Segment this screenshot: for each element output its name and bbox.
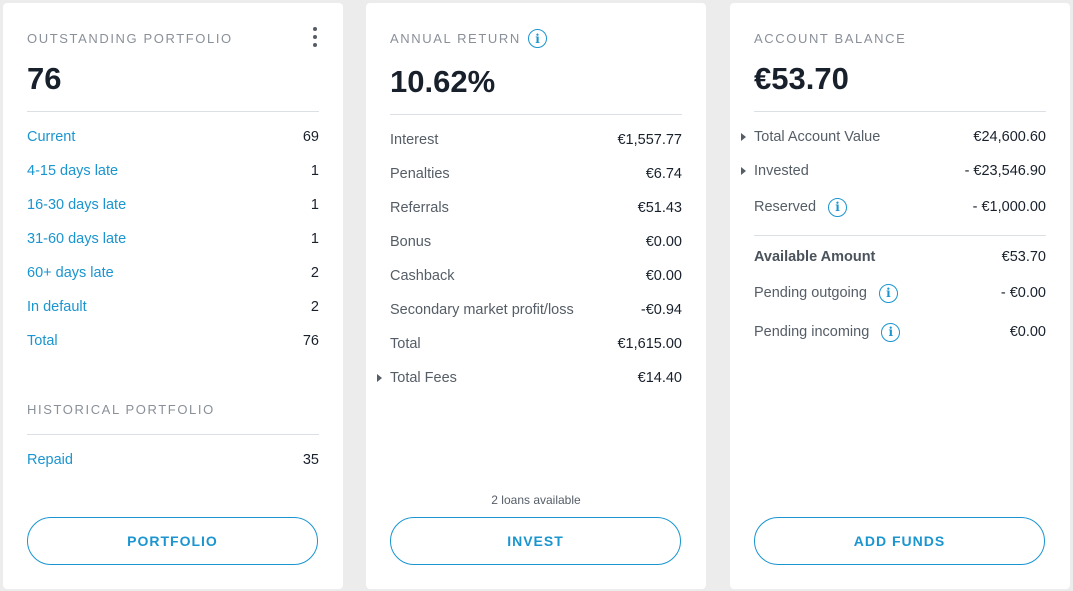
row-label: Available Amount bbox=[754, 249, 876, 265]
outstanding-portfolio-title: OUTSTANDING PORTFOLIO bbox=[27, 31, 233, 46]
portfolio-row-16-30-days-late[interactable]: 16-30 days late 1 bbox=[27, 194, 319, 216]
balance-row-pending-outgoing: Pending outgoing i - €0.00 bbox=[754, 282, 1046, 304]
row-label: Cashback bbox=[390, 268, 455, 284]
row-value: 35 bbox=[302, 452, 319, 468]
caret-right-icon[interactable] bbox=[741, 167, 746, 175]
annual-return-card: ANNUAL RETURN i 10.62% Interest €1,557.7… bbox=[366, 3, 706, 589]
return-row-interest: Interest €1,557.77 bbox=[390, 129, 682, 151]
info-icon[interactable]: i bbox=[878, 283, 898, 303]
row-label-text: Reserved bbox=[754, 199, 817, 215]
row-label-text: Pending outgoing bbox=[754, 285, 867, 301]
row-value: 2 bbox=[310, 265, 319, 281]
row-label[interactable]: Total bbox=[27, 333, 58, 349]
caret-right-icon[interactable] bbox=[377, 374, 382, 382]
return-row-total-fees[interactable]: Total Fees €14.40 bbox=[377, 367, 682, 389]
balance-row-available-amount: Available Amount €53.70 bbox=[754, 246, 1046, 268]
row-value: €14.40 bbox=[637, 370, 682, 386]
balance-row-invested[interactable]: Invested - €23,546.90 bbox=[741, 160, 1046, 182]
row-label[interactable]: 4-15 days late bbox=[27, 163, 119, 179]
portfolio-row-total[interactable]: Total 76 bbox=[27, 330, 319, 352]
row-value: €53.70 bbox=[1001, 249, 1046, 265]
row-value: - €0.00 bbox=[1000, 285, 1046, 301]
return-row-total: Total €1,615.00 bbox=[390, 333, 682, 355]
row-value: - €23,546.90 bbox=[964, 163, 1046, 179]
portfolio-row-in-default[interactable]: In default 2 bbox=[27, 296, 319, 318]
info-icon[interactable]: i bbox=[528, 29, 547, 48]
row-value: 76 bbox=[302, 333, 319, 349]
return-row-secondary-market: Secondary market profit/loss -€0.94 bbox=[390, 299, 682, 321]
caret-right-icon[interactable] bbox=[741, 133, 746, 141]
row-value: €0.00 bbox=[1009, 324, 1046, 340]
row-label[interactable]: Total Account Value bbox=[741, 129, 881, 145]
row-value: 1 bbox=[310, 197, 319, 213]
row-value: €1,557.77 bbox=[617, 132, 682, 148]
portfolio-row-4-15-days-late[interactable]: 4-15 days late 1 bbox=[27, 160, 319, 182]
balance-row-total-account-value[interactable]: Total Account Value €24,600.60 bbox=[741, 126, 1046, 148]
return-row-penalties: Penalties €6.74 bbox=[390, 163, 682, 185]
row-label[interactable]: Invested bbox=[741, 163, 809, 179]
row-value: 2 bbox=[310, 299, 319, 315]
return-row-bonus: Bonus €0.00 bbox=[390, 231, 682, 253]
return-row-cashback: Cashback €0.00 bbox=[390, 265, 682, 287]
loans-available-note: 2 loans available bbox=[491, 493, 581, 507]
annual-return-value: 10.62% bbox=[390, 64, 496, 99]
portfolio-button[interactable]: PORTFOLIO bbox=[27, 517, 318, 565]
row-label: Pending outgoing i bbox=[754, 283, 898, 303]
add-funds-button[interactable]: ADD FUNDS bbox=[754, 517, 1045, 565]
row-label: Reserved i bbox=[754, 197, 848, 217]
divider bbox=[754, 111, 1046, 112]
portfolio-row-repaid[interactable]: Repaid 35 bbox=[27, 449, 319, 471]
row-label[interactable]: 31-60 days late bbox=[27, 231, 127, 247]
balance-row-reserved: Reserved i - €1,000.00 bbox=[754, 196, 1046, 218]
row-label: Pending incoming i bbox=[754, 322, 901, 342]
info-icon[interactable]: i bbox=[881, 322, 901, 342]
row-label[interactable]: Repaid bbox=[27, 452, 73, 468]
row-label-text[interactable]: Total Account Value bbox=[754, 129, 881, 145]
row-label[interactable]: In default bbox=[27, 299, 87, 315]
portfolio-row-31-60-days-late[interactable]: 31-60 days late 1 bbox=[27, 228, 319, 250]
balance-row-pending-incoming: Pending incoming i €0.00 bbox=[754, 321, 1046, 343]
divider bbox=[390, 114, 682, 115]
row-label-text[interactable]: Invested bbox=[754, 163, 809, 179]
row-label: Total bbox=[390, 336, 421, 352]
row-label[interactable]: 60+ days late bbox=[27, 265, 114, 281]
row-value: 69 bbox=[302, 129, 319, 145]
row-label[interactable]: Total Fees bbox=[377, 370, 457, 386]
row-value: €0.00 bbox=[645, 234, 682, 250]
row-value: €6.74 bbox=[645, 166, 682, 182]
row-value: -€0.94 bbox=[640, 302, 682, 318]
row-label: Bonus bbox=[390, 234, 432, 250]
row-value: 1 bbox=[310, 231, 319, 247]
row-label: Interest bbox=[390, 132, 439, 148]
account-balance-value: €53.70 bbox=[754, 61, 849, 96]
row-value: 1 bbox=[310, 163, 319, 179]
row-label: Referrals bbox=[390, 200, 449, 216]
info-icon[interactable]: i bbox=[828, 197, 848, 217]
return-row-referrals: Referrals €51.43 bbox=[390, 197, 682, 219]
row-label[interactable]: Current bbox=[27, 129, 76, 145]
row-label-text[interactable]: Total Fees bbox=[390, 370, 457, 386]
outstanding-portfolio-card: OUTSTANDING PORTFOLIO 76 Current 69 4-15… bbox=[3, 3, 343, 589]
kebab-menu-icon[interactable] bbox=[311, 27, 319, 47]
divider bbox=[754, 235, 1046, 236]
row-value: - €1,000.00 bbox=[972, 199, 1046, 215]
portfolio-row-current[interactable]: Current 69 bbox=[27, 126, 319, 148]
account-balance-card: ACCOUNT BALANCE €53.70 Total Account Val… bbox=[730, 3, 1070, 589]
row-label-text: Pending incoming bbox=[754, 324, 870, 340]
row-value: €51.43 bbox=[637, 200, 682, 216]
divider bbox=[27, 434, 319, 435]
row-value: €24,600.60 bbox=[973, 129, 1046, 145]
annual-return-title: ANNUAL RETURN bbox=[390, 31, 521, 46]
row-label: Penalties bbox=[390, 166, 450, 182]
divider bbox=[27, 111, 319, 112]
row-label[interactable]: 16-30 days late bbox=[27, 197, 127, 213]
row-label: Secondary market profit/loss bbox=[390, 302, 574, 318]
historical-portfolio-title: HISTORICAL PORTFOLIO bbox=[27, 402, 215, 417]
outstanding-portfolio-count: 76 bbox=[27, 61, 62, 96]
account-balance-title: ACCOUNT BALANCE bbox=[754, 31, 907, 46]
invest-button[interactable]: INVEST bbox=[390, 517, 681, 565]
row-value: €0.00 bbox=[645, 268, 682, 284]
portfolio-row-60-plus-days-late[interactable]: 60+ days late 2 bbox=[27, 262, 319, 284]
row-value: €1,615.00 bbox=[617, 336, 682, 352]
